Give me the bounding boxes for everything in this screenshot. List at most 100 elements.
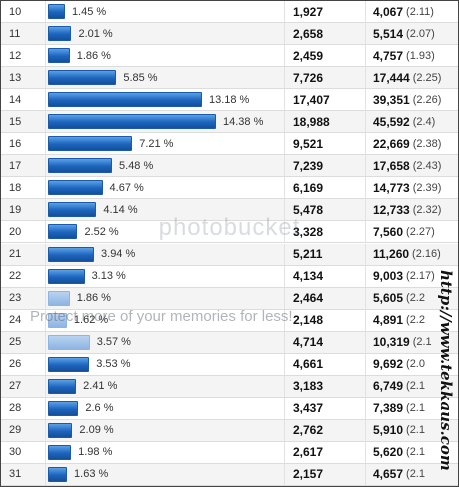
share-bar	[48, 290, 70, 306]
column-divider	[45, 353, 46, 375]
day-label: 19	[9, 203, 22, 216]
column-divider	[284, 177, 285, 199]
pageviews-value: 12,733	[373, 202, 410, 217]
pages-per-visit-value: (2.2	[406, 314, 425, 327]
column-divider	[365, 177, 366, 199]
pages-per-visit-value: (2.1	[406, 402, 425, 415]
share-bar	[48, 70, 117, 86]
share-cell: 14.38 %	[48, 111, 278, 132]
share-cell: 13.18 %	[48, 89, 278, 110]
column-divider	[45, 89, 46, 111]
day-label: 15	[9, 115, 22, 128]
pageviews-cell: 12,733 (2.32)	[373, 199, 441, 220]
pageviews-value: 7,389	[373, 401, 404, 416]
column-divider	[284, 353, 285, 375]
column-divider	[45, 221, 46, 243]
table-row: 28 2.6 % 3,437 7,389 (2.1	[1, 397, 458, 420]
visits-value: 2,157	[293, 467, 324, 482]
visits-value: 17,407	[293, 92, 330, 107]
table-row: 17 5.48 % 7,239 17,658 (2.43)	[1, 155, 458, 178]
pages-per-visit-value: (2.32)	[412, 203, 442, 216]
table-row: 23 1.86 % 2,464 5,605 (2.2	[1, 287, 458, 310]
column-divider	[284, 419, 285, 441]
day-label: 12	[9, 49, 22, 62]
pages-per-visit-value: (2.25)	[412, 71, 442, 84]
pageviews-value: 5,514	[373, 26, 404, 41]
share-bar	[48, 4, 65, 20]
day-label: 23	[9, 292, 22, 305]
share-cell: 2.01 %	[48, 23, 278, 44]
visits-value: 3,328	[293, 224, 324, 239]
pageviews-cell: 4,657 (2.1	[373, 464, 425, 485]
pageviews-value: 45,592	[373, 114, 410, 129]
site-url-text: http://www.tekkaus.com	[437, 270, 455, 471]
table-row: 12 1.86 % 2,459 4,757 (1.93)	[1, 45, 458, 68]
column-divider	[45, 111, 46, 133]
day-label: 27	[9, 380, 22, 393]
visits-value: 7,726	[293, 70, 324, 85]
pageviews-cell: 4,067 (2.11)	[373, 1, 434, 22]
share-label: 2.6 %	[85, 402, 114, 415]
pageviews-cell: 9,692 (2.0	[373, 354, 425, 375]
table-row: 25 3.57 % 4,714 10,319 (2.1	[1, 331, 458, 354]
pageviews-cell: 7,389 (2.1	[373, 398, 425, 419]
share-label: 2.41 %	[83, 380, 118, 393]
pageviews-value: 39,351	[373, 92, 410, 107]
share-bar	[48, 400, 79, 416]
share-label: 5.48 %	[119, 159, 154, 172]
share-label: 1.98 %	[78, 446, 113, 459]
column-divider	[365, 441, 366, 463]
share-bar	[48, 246, 95, 262]
table-row: 29 2.09 % 2,762 5,910 (2.1	[1, 419, 458, 442]
pages-per-visit-value: (2.2	[406, 292, 425, 305]
share-cell: 5.48 %	[48, 155, 278, 176]
share-bar	[48, 158, 113, 174]
share-label: 5.85 %	[123, 71, 158, 84]
day-label: 14	[9, 93, 22, 106]
share-bar	[48, 224, 78, 240]
column-divider	[365, 199, 366, 221]
share-bar	[48, 312, 67, 328]
share-cell: 2.41 %	[48, 376, 278, 397]
column-divider	[284, 265, 285, 287]
column-divider	[365, 463, 366, 485]
column-divider	[45, 463, 46, 485]
visits-value: 2,617	[293, 445, 324, 460]
day-label: 26	[9, 358, 22, 371]
pageviews-cell: 4,757 (1.93)	[373, 45, 435, 66]
pageviews-cell: 7,560 (2.27)	[373, 221, 435, 242]
share-cell: 3.53 %	[48, 354, 278, 375]
share-label: 7.21 %	[139, 137, 174, 150]
table-row: 21 3.94 % 5,211 11,260 (2.16)	[1, 243, 458, 266]
table-row: 26 3.53 % 4,661 9,692 (2.0	[1, 353, 458, 376]
column-divider	[45, 419, 46, 441]
column-divider	[45, 177, 46, 199]
table-row: 30 1.98 % 2,617 5,620 (2.1	[1, 441, 458, 464]
share-cell: 3.57 %	[48, 332, 278, 353]
pageviews-cell: 14,773 (2.39)	[373, 177, 441, 198]
share-bar	[48, 48, 70, 64]
table-row: 27 2.41 % 3,183 6,749 (2.1	[1, 375, 458, 398]
column-divider	[365, 287, 366, 309]
pageviews-value: 9,003	[373, 269, 404, 284]
pages-per-visit-value: (2.39)	[412, 181, 442, 194]
table-row: 16 7.21 % 9,521 22,669 (2.38)	[1, 133, 458, 156]
share-cell: 1.86 %	[48, 288, 278, 309]
day-label: 29	[9, 424, 22, 437]
pages-per-visit-value: (2.1	[406, 424, 425, 437]
column-divider	[45, 133, 46, 155]
visits-value: 3,437	[293, 401, 324, 416]
visits-value: 5,478	[293, 202, 324, 217]
share-label: 4.67 %	[109, 181, 144, 194]
column-divider	[45, 309, 46, 331]
share-label: 13.18 %	[208, 93, 250, 106]
column-divider	[284, 463, 285, 485]
pageviews-value: 6,749	[373, 379, 404, 394]
share-bar	[48, 378, 77, 394]
pages-per-visit-value: (2.1	[406, 468, 425, 481]
share-label: 2.52 %	[84, 225, 119, 238]
share-cell: 2.09 %	[48, 420, 278, 441]
table-row: 20 2.52 % 3,328 7,560 (2.27)	[1, 221, 458, 244]
pageviews-value: 9,692	[373, 357, 404, 372]
pageviews-cell: 45,592 (2.4)	[373, 111, 435, 132]
